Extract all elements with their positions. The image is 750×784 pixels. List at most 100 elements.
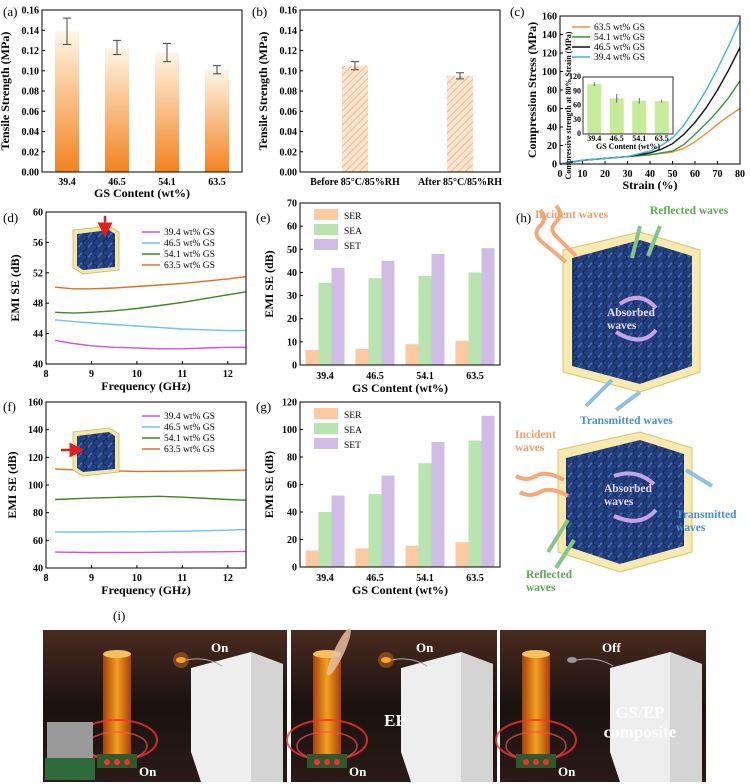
x-tick-label: 0 (558, 169, 563, 180)
x-tick-label: 54.1 (158, 177, 176, 188)
inset-x-tick-label: 39.4 (587, 134, 601, 143)
bar-set (381, 260, 395, 365)
chart-c-inset: 39.4 46.5 54.1 63.5 0 30 60 90 120 GS Content (wt… (564, 31, 674, 179)
x-tick-label: 63.5 (466, 573, 484, 584)
inset-x-tick-label: 54.1 (632, 134, 646, 143)
bar-sea (418, 463, 432, 567)
top-transmitted-arrow-2 (614, 390, 642, 412)
x-tick-label: 50 (668, 169, 678, 180)
top-incident-label: Incident waves (535, 209, 609, 221)
y-tick-label: 60 (33, 208, 43, 219)
x-axis-label: Strain (%) (623, 178, 678, 192)
legend-label: SEA (344, 426, 362, 436)
x-axis-label: GS Content (wt%) (352, 381, 448, 395)
y-tick-label: 0.06 (22, 107, 40, 118)
bar-ser (405, 344, 419, 365)
inset-x-tick-label: 63.5 (655, 134, 669, 143)
bulb-glow (378, 652, 394, 668)
led (124, 759, 130, 765)
x-axis-label: GS Content (wt%) (352, 583, 448, 597)
x-axis-label: Frequency (GHz) (101, 379, 190, 393)
bar (205, 69, 229, 172)
ep-film (327, 628, 351, 676)
bar-sea (318, 512, 332, 567)
y-tick-label: 80 (33, 508, 43, 519)
bar (105, 47, 129, 172)
panel-label-g: (g) (256, 399, 271, 414)
inset-bar (654, 101, 669, 134)
x-tick-label: 20 (600, 169, 610, 180)
coil (313, 654, 341, 754)
inset-y-tick-label: 30 (573, 115, 581, 124)
y-tick-label: 0.12 (22, 46, 40, 57)
x-tick-label: 80 (735, 169, 745, 180)
photo-panel-1: On On (43, 630, 287, 782)
sample-cube-icon (72, 216, 120, 275)
led (314, 759, 320, 765)
top-incident-arrow-2 (550, 204, 578, 258)
top-reflected-label: Reflected waves (650, 205, 729, 217)
bar-set (431, 253, 445, 365)
y-tick-label: 100 (28, 481, 43, 492)
bar-sea (468, 272, 482, 365)
x-tick-label: 70 (713, 169, 723, 180)
photo-panel-3: Off On GS/EP composite (495, 630, 706, 782)
x-tick-label: 46.5 (366, 371, 384, 382)
plot-frame (45, 211, 247, 365)
y-tick-label: 60 (287, 222, 297, 233)
plot-frame (299, 202, 501, 366)
top-block-foam (572, 240, 692, 384)
inset-y-axis-label: Compressive strength at 80% Strain (MPa) (564, 31, 573, 179)
bar-ser (305, 550, 319, 567)
series-line-3 (559, 20, 741, 165)
bar-sea (418, 275, 432, 365)
status-label-3: Off (602, 640, 621, 655)
inset-y-tick-label: 0 (577, 129, 581, 138)
bottom-block-foam (566, 440, 684, 564)
x-tick-label: 63.5 (208, 177, 226, 188)
top-reflected-arrow (630, 225, 642, 259)
coil-top (103, 650, 131, 658)
x-axis-label: GS Content (wt%) (94, 186, 190, 200)
y-tick-label: 120 (28, 453, 43, 464)
bar-set (331, 495, 345, 567)
x-tick-label: 54.1 (416, 573, 434, 584)
chart-d: 40 44 48 52 56 60 8 9 10 11 12 EMI SE (dB) Frequency… (8, 208, 247, 393)
chart-c: 0 20 40 60 80 100 120 140 160 0 10 20 30 40 50 60 70 80 Co… (525, 12, 745, 193)
bottom-status-label-1: On (139, 764, 157, 779)
sample-cube-icon (61, 427, 120, 477)
y-tick-label: 20 (287, 535, 297, 546)
led (523, 759, 529, 765)
material-label-composite: GS/EP composite (604, 703, 677, 742)
y-tick-label: 10 (287, 337, 297, 348)
x-tick-label: 12 (223, 573, 233, 584)
top-transmitted-label: Transmitted waves (580, 415, 673, 427)
y-tick-label: 0.10 (280, 66, 298, 77)
y-tick-label: 40 (287, 508, 297, 519)
x-tick-label: 39.4 (58, 177, 76, 188)
legend-label: 63.5 wt% GS (594, 23, 645, 33)
x-tick-label: 30 (623, 169, 633, 180)
x-tick-label: Before 85°C/85%RH (310, 177, 400, 188)
inset-bar (609, 98, 624, 134)
y-tick-label: 0.16 (280, 6, 298, 17)
bar (447, 75, 473, 172)
bottom-absorbed-arrows (613, 471, 658, 523)
cube-foam (77, 230, 115, 270)
chart-g: 39.4 46.5 54.1 63.5 0 20 40 60 80 100 120 EMI SE (d… (262, 398, 501, 597)
bottom-transmitted-arrow (684, 468, 714, 488)
led (334, 759, 340, 765)
y-tick-label: 0 (292, 361, 297, 372)
cube-foam (77, 432, 115, 472)
material-label-ep: EP (384, 711, 406, 730)
bar-set (381, 475, 395, 567)
bottom-transmitted-label: Transmitted waves (676, 509, 737, 534)
x-tick-label: 10 (578, 169, 588, 180)
x-tick-label: 10 (132, 573, 142, 584)
y-tick-label: 80 (287, 453, 297, 464)
y-tick-label: 160 (28, 398, 43, 409)
y-axis-label: EMI SE (dB) (5, 451, 19, 518)
panel-label-e: (e) (256, 210, 270, 225)
y-tick-label: 120 (282, 398, 297, 409)
series-line-0 (55, 550, 247, 554)
